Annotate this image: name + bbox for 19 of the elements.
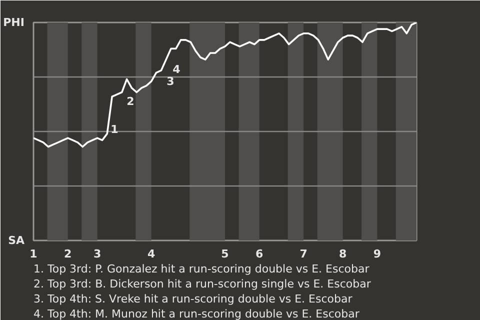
x-tick-label: 5 xyxy=(221,248,229,260)
text: 1. Top 3rd: P. Gonzalez hit a run-scoring double vs E. Escobar xyxy=(34,262,370,276)
x-tick-label: 7 xyxy=(300,248,308,260)
annotation: 4 xyxy=(172,63,181,76)
x-tick-label: 3 xyxy=(94,248,102,260)
x-tick-label: 9 xyxy=(373,248,382,260)
text: SA xyxy=(8,234,25,247)
x-tick-label: 6 xyxy=(256,248,264,260)
x-tick-label: 2 xyxy=(64,248,72,260)
text: PHI xyxy=(3,16,25,29)
text: 2. Top 3rd: B. Dickerson hit a run-scoring single vs E. Escobar xyxy=(34,278,372,290)
x-tick-label: 4 xyxy=(148,248,156,260)
annotation: 3 xyxy=(166,75,174,88)
x-tick-label: 1 xyxy=(30,248,38,260)
text: 3. Top 4th: S. Vreke hit a run-scoring double vs E. Escobar xyxy=(34,292,353,306)
text: 4. Top 4th: M. Munoz hit a run-scoring double vs E. Escobar xyxy=(34,308,360,320)
annotation: 2 xyxy=(126,95,134,108)
x-tick-label: 8 xyxy=(339,248,347,260)
annotation: 1 xyxy=(110,123,118,136)
